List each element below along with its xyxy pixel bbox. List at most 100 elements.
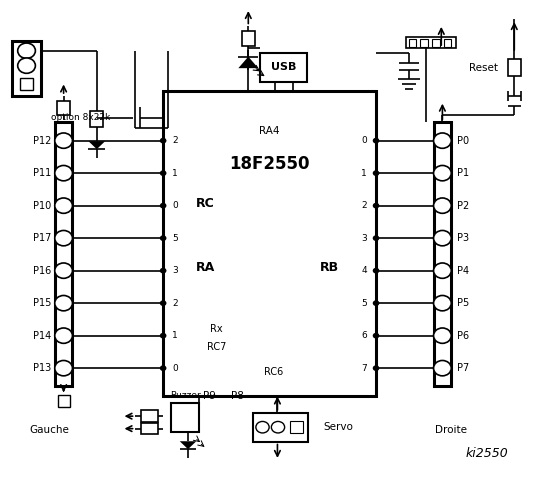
Text: P4: P4 — [457, 265, 469, 276]
Text: 1: 1 — [362, 168, 367, 178]
Text: 1: 1 — [172, 331, 178, 340]
Circle shape — [55, 166, 72, 181]
Text: Rx: Rx — [210, 324, 223, 334]
Text: P5: P5 — [457, 298, 469, 308]
Circle shape — [434, 263, 451, 278]
Text: P6: P6 — [457, 331, 469, 341]
Text: P8: P8 — [231, 391, 244, 400]
Text: option 8x22k: option 8x22k — [50, 113, 110, 122]
Circle shape — [373, 365, 379, 371]
Text: P0: P0 — [457, 136, 469, 145]
Circle shape — [434, 198, 451, 213]
Text: 0: 0 — [362, 136, 367, 145]
Text: 6: 6 — [362, 331, 367, 340]
Bar — [242, 31, 255, 46]
Text: P2: P2 — [457, 201, 469, 211]
Circle shape — [160, 203, 166, 208]
Bar — [508, 59, 521, 76]
Circle shape — [160, 235, 166, 241]
Circle shape — [373, 333, 379, 338]
Circle shape — [55, 360, 72, 376]
Circle shape — [18, 43, 35, 59]
Text: Droite: Droite — [435, 425, 467, 434]
Circle shape — [434, 328, 451, 343]
Circle shape — [373, 300, 379, 306]
Bar — [163, 91, 376, 396]
Bar — [260, 53, 307, 82]
Circle shape — [373, 138, 379, 144]
Text: P1: P1 — [457, 168, 469, 178]
Bar — [253, 413, 308, 442]
Text: 2: 2 — [172, 136, 178, 145]
Text: 2: 2 — [172, 299, 178, 308]
Polygon shape — [88, 141, 105, 149]
Circle shape — [160, 138, 166, 144]
Circle shape — [434, 360, 451, 376]
Text: 18F2550: 18F2550 — [229, 156, 310, 173]
Text: P17: P17 — [33, 233, 51, 243]
Bar — [58, 395, 70, 407]
Text: 4: 4 — [362, 266, 367, 275]
Circle shape — [160, 300, 166, 306]
Text: P16: P16 — [33, 265, 51, 276]
Text: Buzzer: Buzzer — [170, 391, 201, 400]
Bar — [141, 410, 158, 422]
Text: 3: 3 — [362, 234, 367, 243]
Circle shape — [55, 230, 72, 246]
Bar — [420, 39, 428, 47]
Text: 0: 0 — [172, 201, 178, 210]
Circle shape — [160, 333, 166, 338]
Bar — [432, 39, 440, 47]
Bar — [434, 122, 451, 386]
Circle shape — [55, 263, 72, 278]
Text: P14: P14 — [33, 331, 51, 341]
Text: Reset: Reset — [469, 63, 498, 73]
Polygon shape — [238, 57, 258, 68]
Circle shape — [55, 296, 72, 311]
Text: RC6: RC6 — [264, 367, 284, 377]
Text: 5: 5 — [172, 234, 178, 243]
Text: RC: RC — [196, 197, 215, 210]
Text: P15: P15 — [33, 298, 51, 308]
Circle shape — [55, 133, 72, 148]
Bar — [444, 39, 451, 47]
Text: 7: 7 — [362, 364, 367, 372]
Text: Gauche: Gauche — [30, 425, 70, 434]
Bar — [90, 111, 103, 127]
Circle shape — [434, 133, 451, 148]
Text: RB: RB — [320, 262, 339, 275]
Circle shape — [55, 328, 72, 343]
Text: P9: P9 — [202, 391, 216, 400]
Circle shape — [160, 268, 166, 274]
Circle shape — [256, 421, 269, 433]
Text: P10: P10 — [33, 201, 51, 211]
Circle shape — [373, 203, 379, 208]
Circle shape — [373, 268, 379, 274]
Bar — [406, 37, 456, 48]
Text: P7: P7 — [457, 363, 469, 373]
Text: 0: 0 — [172, 364, 178, 372]
Circle shape — [55, 198, 72, 213]
Text: RA4: RA4 — [259, 126, 280, 136]
Bar — [290, 421, 304, 433]
Bar — [20, 78, 33, 90]
Text: Servo: Servo — [324, 422, 353, 432]
Text: USB: USB — [272, 62, 296, 72]
Text: 3: 3 — [172, 266, 178, 275]
Circle shape — [272, 421, 285, 433]
Bar — [55, 122, 72, 386]
Text: 1: 1 — [172, 168, 178, 178]
Text: P13: P13 — [33, 363, 51, 373]
Text: 5: 5 — [362, 299, 367, 308]
Text: ki2550: ki2550 — [465, 447, 508, 460]
Text: P11: P11 — [33, 168, 51, 178]
Bar — [57, 101, 70, 115]
Circle shape — [373, 170, 379, 176]
Polygon shape — [180, 441, 196, 449]
Bar — [409, 39, 416, 47]
Circle shape — [434, 230, 451, 246]
Circle shape — [434, 166, 451, 181]
Text: RC7: RC7 — [207, 342, 226, 352]
Circle shape — [18, 58, 35, 73]
Circle shape — [434, 296, 451, 311]
